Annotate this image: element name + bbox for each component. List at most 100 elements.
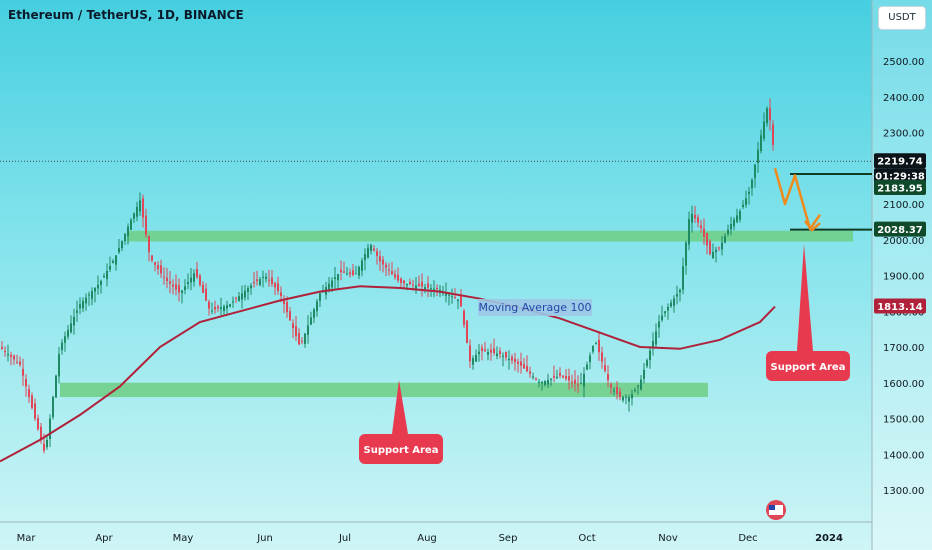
projection-arrow <box>773 167 822 231</box>
candle-body <box>61 342 63 351</box>
candle-body <box>745 198 747 205</box>
candle-body <box>682 266 684 290</box>
candle-body <box>232 301 234 303</box>
candle-body <box>166 277 168 281</box>
y-tick-label: 1400.00 <box>883 450 924 461</box>
y-tick-label: 2500.00 <box>883 57 924 68</box>
candle-body <box>37 418 39 430</box>
candle-body <box>490 349 492 353</box>
y-tick-label: 2000.00 <box>883 236 924 247</box>
candle-body <box>601 352 603 362</box>
candle-body <box>7 354 9 356</box>
candle-body <box>139 200 141 212</box>
candle-body <box>214 306 216 310</box>
currency-button[interactable]: USDT <box>878 6 926 30</box>
candle-body <box>193 273 195 282</box>
x-tick-label: Jun <box>256 533 273 544</box>
candle-body <box>586 364 588 370</box>
candle-body <box>373 248 375 251</box>
x-tick-label: 2024 <box>815 533 843 544</box>
candle-body <box>436 287 438 290</box>
candle-body <box>229 304 231 307</box>
candle-body <box>742 204 744 208</box>
candle-body <box>262 276 264 278</box>
candle-body <box>85 297 87 304</box>
candle-body <box>508 358 510 360</box>
x-tick-label: Dec <box>738 533 757 544</box>
candle-body <box>604 365 606 371</box>
candle-body <box>31 395 33 408</box>
candle-body <box>700 225 702 229</box>
candle-body <box>679 289 681 293</box>
candle-body <box>532 376 534 378</box>
candle-body <box>496 353 498 356</box>
support-callout-upper-box <box>766 351 850 381</box>
candle-body <box>343 271 345 273</box>
candle-body <box>25 378 27 387</box>
candle-body <box>655 331 657 345</box>
projection-arrow-head <box>804 220 821 232</box>
candle-body <box>46 439 48 448</box>
candle-body <box>19 361 21 365</box>
support-callout-upper-label: Support Area <box>771 362 846 373</box>
candle-body <box>544 380 546 385</box>
candle-body <box>535 378 537 380</box>
support-callout-upper-pointer <box>797 244 813 351</box>
candle-body <box>79 304 81 309</box>
candle-body <box>34 403 36 419</box>
candle-body <box>769 108 771 121</box>
candle-body <box>1 347 3 349</box>
candle-body <box>148 236 150 252</box>
candle-body <box>652 340 654 349</box>
flag-badge-canton <box>769 505 775 510</box>
last-price-tag: 2219.74 <box>877 157 923 168</box>
candle-body <box>160 265 162 274</box>
candle-body <box>412 284 414 286</box>
y-tick-label: 2300.00 <box>883 129 924 140</box>
support-zone <box>60 382 708 398</box>
candle-body <box>625 397 627 399</box>
candle-body <box>187 281 189 284</box>
candle-body <box>685 242 687 266</box>
candle-body <box>694 214 696 219</box>
candle-body <box>52 397 54 418</box>
candle-body <box>94 288 96 292</box>
candle-body <box>706 233 708 246</box>
candle-body <box>634 389 636 391</box>
support-callout-lower-label: Support Area <box>364 445 439 456</box>
candle-body <box>763 121 765 139</box>
level-high-tag: 2183.95 <box>877 183 923 194</box>
y-tick-label: 1300.00 <box>883 486 924 497</box>
candle-body <box>475 354 477 362</box>
candle-body <box>595 342 597 344</box>
candle-body <box>610 384 612 388</box>
candle-body <box>454 297 456 299</box>
candle-body <box>631 394 633 399</box>
candle-body <box>643 369 645 379</box>
candle-body <box>499 350 501 355</box>
candle-body <box>445 293 447 296</box>
candle-body <box>418 283 420 287</box>
candle-body <box>511 356 513 361</box>
candle-body <box>760 135 762 152</box>
candle-body <box>328 283 330 292</box>
candle-body <box>772 124 774 145</box>
candle-body <box>55 375 57 398</box>
candle-body <box>22 368 24 376</box>
candle-body <box>766 108 768 124</box>
candle-body <box>256 279 258 282</box>
candle-body <box>100 280 102 286</box>
x-tick-label: Apr <box>95 533 113 544</box>
candle-body <box>190 277 192 283</box>
candle-body <box>592 346 594 352</box>
candle-body <box>142 198 144 218</box>
level-low-tag: 2028.37 <box>877 225 923 236</box>
candle-body <box>286 301 288 313</box>
candle-body <box>211 310 213 312</box>
candle-body <box>370 245 372 251</box>
candle-body <box>727 229 729 234</box>
candle-body <box>607 374 609 381</box>
candle-body <box>487 352 489 355</box>
